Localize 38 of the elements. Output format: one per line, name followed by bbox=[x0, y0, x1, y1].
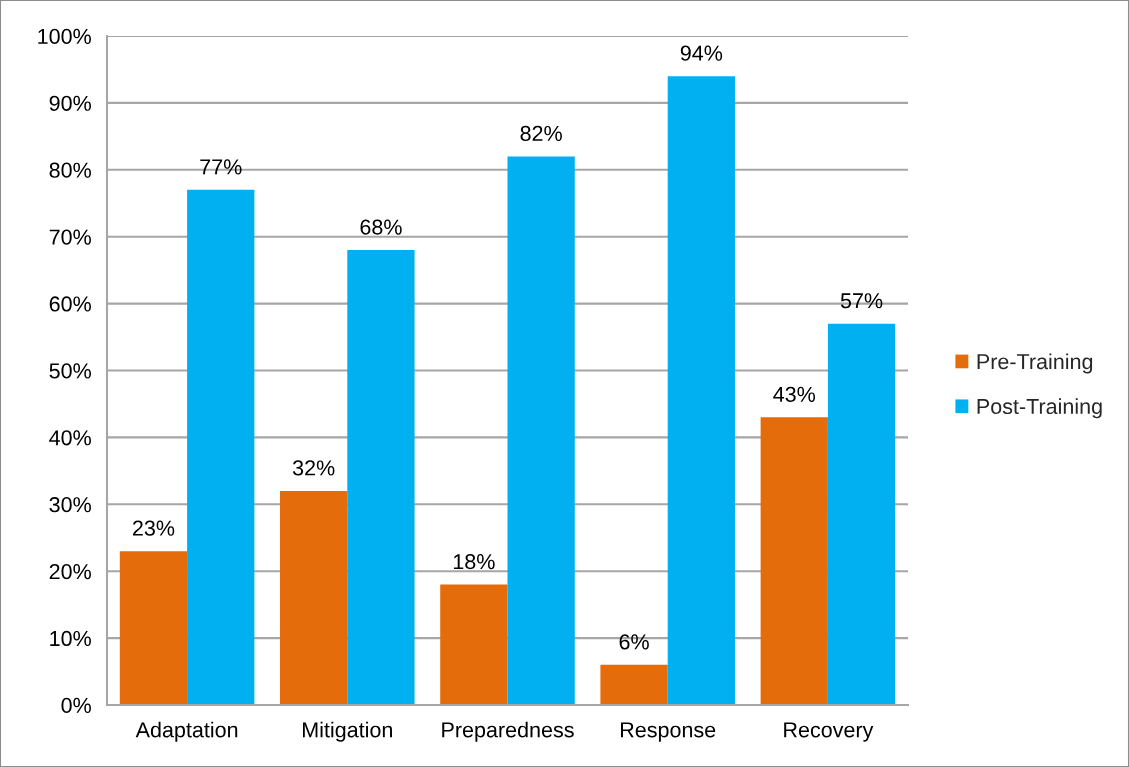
y-tick-label: 100% bbox=[38, 28, 91, 45]
data-label: 77% bbox=[200, 159, 242, 175]
y-tick-label: 90% bbox=[49, 95, 91, 111]
y-tick-label: 30% bbox=[49, 497, 91, 513]
bar bbox=[440, 584, 508, 705]
x-tick-label: Response bbox=[621, 722, 716, 742]
y-tick-label: 0% bbox=[61, 697, 91, 714]
data-label: 23% bbox=[133, 520, 175, 536]
y-tick-label: 10% bbox=[50, 630, 91, 647]
bar bbox=[347, 250, 415, 705]
legend-label: Pre-Training bbox=[977, 353, 1093, 374]
bar bbox=[667, 76, 735, 705]
bar bbox=[119, 551, 188, 705]
y-tick-label: 80% bbox=[49, 162, 91, 178]
bar bbox=[760, 417, 828, 705]
y-tick-label: 70% bbox=[49, 229, 91, 245]
data-label: 57% bbox=[840, 293, 883, 309]
y-tick-label: 60% bbox=[49, 296, 91, 312]
bar bbox=[600, 664, 668, 705]
y-tick-label: 40% bbox=[49, 430, 91, 446]
legend-label: Post-Training bbox=[977, 398, 1102, 419]
x-tick-label: Adaptation bbox=[135, 721, 238, 742]
bar bbox=[280, 490, 348, 705]
bar bbox=[507, 156, 575, 705]
x-tick-label: Recovery bbox=[784, 722, 874, 742]
y-tick-label: 50% bbox=[49, 363, 91, 379]
y-tick-label: 20% bbox=[49, 563, 91, 580]
bar bbox=[187, 189, 255, 705]
x-tick-label: Preparedness bbox=[442, 721, 574, 742]
data-label: 6% bbox=[619, 634, 649, 650]
data-label: 43% bbox=[773, 386, 816, 402]
data-label: 82% bbox=[520, 125, 562, 142]
x-tick-label: Mitigation bbox=[303, 721, 392, 742]
data-label: 94% bbox=[680, 45, 723, 61]
data-label: 32% bbox=[292, 460, 335, 476]
bar bbox=[827, 323, 896, 705]
data-label: 68% bbox=[360, 219, 402, 235]
data-label: 18% bbox=[453, 553, 495, 570]
